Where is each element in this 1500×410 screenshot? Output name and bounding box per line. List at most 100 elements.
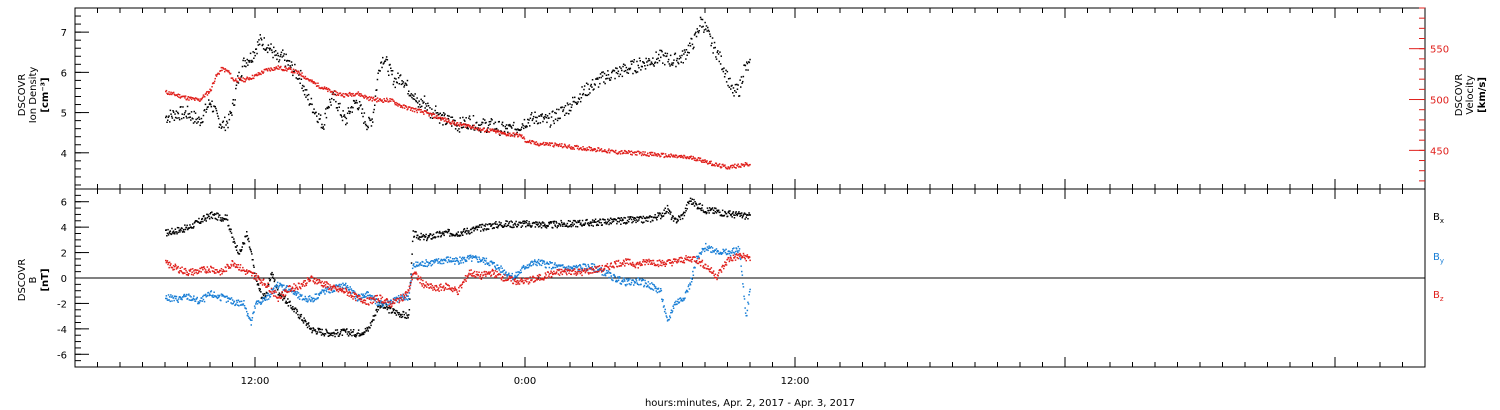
by-series-point xyxy=(627,279,630,282)
by-series-point xyxy=(511,272,513,275)
by-series-point xyxy=(568,266,570,268)
ion-density-series-point xyxy=(358,107,360,109)
bz-series-point xyxy=(624,262,627,265)
by-series-point xyxy=(180,298,182,300)
by-series-point xyxy=(696,257,699,260)
by-series-point xyxy=(532,263,535,265)
bz-series-point xyxy=(471,275,473,277)
bz-series-point xyxy=(244,273,247,275)
bz-series-point xyxy=(555,271,558,273)
bz-series-point xyxy=(267,282,269,284)
ion-density-series-point xyxy=(501,123,503,126)
ion-density-series-point xyxy=(234,99,236,101)
velocity-series-point xyxy=(726,168,729,170)
by-series-point xyxy=(686,290,688,292)
bz-series-point xyxy=(612,266,615,268)
bx-series-point xyxy=(541,222,543,224)
by-series-point xyxy=(203,294,205,297)
velocity-series-point xyxy=(740,163,743,165)
ion-density-series-point xyxy=(680,61,682,63)
by-series-point xyxy=(677,298,679,301)
bz-series-point xyxy=(314,282,316,285)
velocity-series-point xyxy=(221,69,223,72)
bx-series-point xyxy=(344,330,346,332)
bx-series-point xyxy=(483,224,485,227)
ion-density-series-point xyxy=(313,108,315,110)
bx-series-point xyxy=(208,215,210,218)
bz-series-point xyxy=(509,277,512,280)
bx-series-point xyxy=(400,316,403,319)
velocity-series-point xyxy=(729,166,731,168)
bz-series-point xyxy=(257,276,260,278)
ion-density-series-point xyxy=(677,61,679,64)
bz-series-point xyxy=(746,255,748,258)
bz-series-point xyxy=(708,270,711,273)
velocity-series-point xyxy=(433,117,435,119)
velocity-series-point xyxy=(641,153,644,155)
ion-density-series-point xyxy=(223,126,225,129)
velocity-series-point xyxy=(432,112,434,115)
velocity-series-point xyxy=(398,103,401,106)
velocity-series-point xyxy=(744,164,746,166)
by-series-point xyxy=(464,260,467,263)
bx-series-point xyxy=(570,225,573,228)
velocity-series-point xyxy=(629,151,631,153)
bx-series-point xyxy=(507,224,510,226)
velocity-series-point xyxy=(584,147,586,150)
velocity-series-point xyxy=(507,134,510,137)
by-series-point xyxy=(313,300,315,302)
ion-density-series-point xyxy=(504,125,506,128)
velocity-series-point xyxy=(208,91,211,93)
bx-series-point xyxy=(654,214,656,216)
by-series-point xyxy=(190,299,193,302)
ion-density-series-point xyxy=(426,109,428,111)
velocity-series-point xyxy=(561,146,564,149)
by-series-point xyxy=(259,301,261,303)
bx-series-point xyxy=(675,222,678,224)
bz-series-point xyxy=(698,257,700,260)
ion-density-series-point xyxy=(200,122,202,124)
bz-series-point xyxy=(230,265,233,267)
velocity-series-point xyxy=(568,144,571,146)
by-series-point xyxy=(386,304,389,306)
by-series-point xyxy=(665,315,668,317)
ion-density-series-point xyxy=(506,127,508,130)
bx-series-point xyxy=(705,212,708,215)
bx-series-point xyxy=(257,283,259,285)
by-series-point xyxy=(431,260,433,262)
by-series-point xyxy=(390,299,393,302)
ion-density-series-point xyxy=(408,90,410,92)
ion-density-series-point xyxy=(671,64,674,66)
by-series-point xyxy=(265,296,267,299)
by-series-point xyxy=(298,298,301,300)
ion-density-series-point xyxy=(380,62,382,64)
by-series-point xyxy=(508,272,510,275)
bz-series-point xyxy=(673,258,675,260)
ion-density-series-point xyxy=(685,58,687,60)
bx-series-point xyxy=(420,232,422,235)
by-series-point xyxy=(198,302,200,305)
ion-density-series-point xyxy=(727,78,730,80)
bx-series-point xyxy=(600,222,602,224)
bz-series-point xyxy=(747,257,750,259)
bz-series-point xyxy=(665,262,667,264)
ion-density-series-point xyxy=(703,29,706,31)
bz-series-point xyxy=(166,260,169,262)
velocity-series-point xyxy=(448,119,450,121)
by-series-point xyxy=(293,293,296,296)
velocity-series-point xyxy=(511,135,514,137)
velocity-series-point xyxy=(714,165,716,167)
bx-series-point xyxy=(535,221,537,223)
ion-density-series-point xyxy=(507,131,509,133)
by-series-point xyxy=(438,261,441,263)
ion-density-series-point xyxy=(224,116,226,119)
bx-series-point xyxy=(570,224,572,226)
velocity-series-point xyxy=(679,155,681,157)
bx-series-point xyxy=(728,210,730,212)
by-series-point xyxy=(539,260,542,262)
bz-series-point xyxy=(268,290,270,292)
velocity-series-point xyxy=(368,99,370,102)
bz-series-point xyxy=(548,275,550,277)
velocity-series-point xyxy=(396,102,399,105)
ion-density-series-point xyxy=(327,107,329,110)
